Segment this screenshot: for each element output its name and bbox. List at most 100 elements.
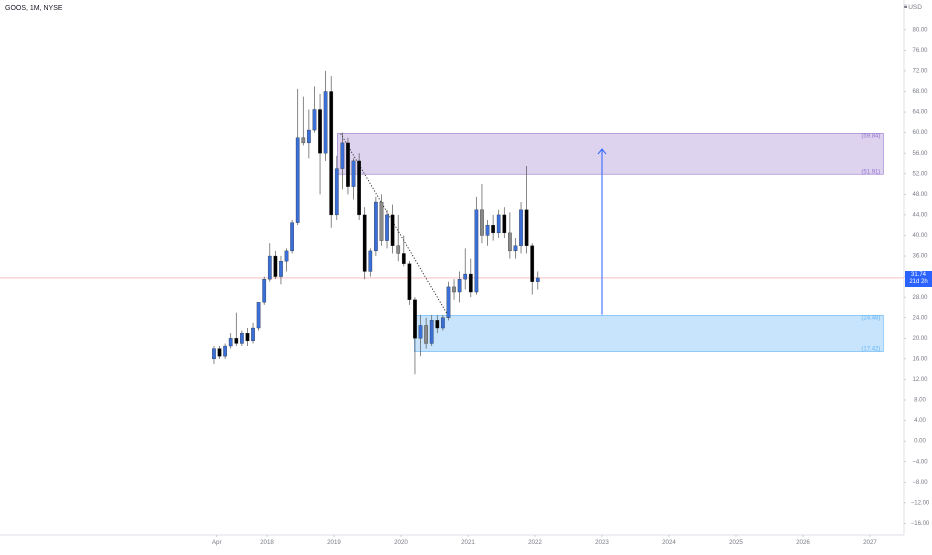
candle-body [452, 286, 456, 293]
candle[interactable] [368, 248, 373, 277]
candle[interactable] [474, 196, 479, 295]
candle-body [463, 273, 468, 280]
supply-zone-top-label: (59.84) [861, 134, 880, 140]
candle-body [457, 279, 462, 293]
candle[interactable] [429, 315, 434, 347]
currency-label[interactable]: 🔒︎ USD [904, 4, 922, 11]
candle[interactable] [452, 279, 456, 300]
candle[interactable] [519, 202, 523, 254]
price-axis-label: −4.00 [912, 459, 928, 465]
candle[interactable] [502, 207, 507, 239]
candle[interactable] [385, 209, 389, 249]
candle-body [401, 253, 406, 264]
price-axis-label: 12.00 [912, 377, 928, 383]
candle[interactable] [535, 271, 540, 290]
last-price-countdown: 21d 2h [909, 279, 928, 286]
candle[interactable] [284, 248, 289, 272]
candle-body [513, 245, 518, 252]
candle[interactable] [245, 328, 250, 347]
candle[interactable] [279, 256, 283, 285]
price-axis-label: 60.00 [912, 130, 928, 136]
candle[interactable] [379, 194, 384, 246]
candle[interactable] [329, 76, 334, 228]
candle[interactable] [491, 214, 495, 241]
candle[interactable] [290, 220, 294, 254]
candle[interactable] [441, 315, 445, 331]
candle[interactable] [307, 109, 311, 159]
candle-body [468, 273, 473, 293]
candle[interactable] [524, 166, 529, 254]
candle[interactable] [323, 70, 328, 161]
candle[interactable] [418, 315, 423, 357]
price-axis-label: 56.00 [912, 151, 928, 157]
candle-body [262, 279, 267, 303]
demand-zone[interactable] [414, 314, 884, 352]
candle[interactable] [251, 322, 255, 344]
candle-body [357, 160, 361, 216]
candle[interactable] [318, 94, 322, 195]
candle-body [340, 142, 345, 169]
zones-layer: (59.84) (51.91) (24.48) (17.42) [337, 133, 884, 353]
candle[interactable] [513, 238, 518, 259]
candle-body [496, 214, 501, 234]
candle-body [502, 214, 507, 234]
candle[interactable] [463, 248, 468, 290]
candle-body [290, 222, 294, 252]
candle[interactable] [312, 86, 317, 133]
candle[interactable] [346, 137, 350, 195]
candle[interactable] [496, 209, 501, 239]
candle[interactable] [407, 261, 412, 305]
candle[interactable] [413, 297, 417, 375]
candle[interactable] [223, 343, 227, 359]
candle[interactable] [424, 317, 428, 349]
candle-body [295, 137, 300, 223]
candle-body [212, 348, 216, 360]
candle-body [240, 333, 244, 344]
candle[interactable] [362, 207, 367, 280]
candle[interactable] [480, 184, 484, 244]
candle[interactable] [446, 281, 451, 321]
candle[interactable] [390, 204, 395, 254]
candle[interactable] [217, 346, 222, 359]
candle[interactable] [228, 333, 233, 349]
candle[interactable] [273, 250, 278, 280]
candle[interactable] [374, 196, 378, 257]
candle[interactable] [262, 276, 267, 305]
candle[interactable] [340, 132, 345, 190]
candle[interactable] [295, 88, 300, 226]
candle-body [368, 250, 373, 272]
price-axis-label: −8.00 [912, 480, 928, 486]
candle[interactable] [234, 312, 239, 347]
candle[interactable] [508, 212, 512, 259]
time-axis-label: Apr [212, 539, 222, 546]
candle-body [362, 214, 367, 272]
candle[interactable] [301, 96, 306, 146]
candle[interactable] [212, 346, 216, 365]
candle[interactable] [485, 220, 490, 246]
candle[interactable] [401, 235, 406, 267]
price-axis-label: 64.00 [912, 110, 928, 116]
candle[interactable] [256, 302, 261, 331]
price-axis-label: 36.00 [912, 254, 928, 260]
candle[interactable] [334, 155, 339, 221]
candle-body [284, 250, 289, 262]
supply-zone[interactable] [337, 133, 884, 175]
candle-body [524, 209, 529, 246]
candle[interactable] [267, 243, 272, 282]
candle-body [379, 201, 384, 241]
candles-layer [212, 70, 540, 375]
candle[interactable] [396, 214, 401, 262]
demand-zone-bottom-label: (17.42) [861, 347, 880, 353]
time-axis-label: 2020 [394, 539, 408, 546]
candle[interactable] [530, 243, 535, 295]
price-axis-label: 20.00 [912, 336, 928, 342]
candle[interactable] [351, 158, 356, 200]
candle[interactable] [435, 315, 440, 334]
candle-body [374, 201, 378, 252]
candle[interactable] [240, 330, 244, 347]
candle[interactable] [357, 153, 361, 221]
candle[interactable] [468, 258, 473, 298]
candle[interactable] [457, 271, 462, 303]
